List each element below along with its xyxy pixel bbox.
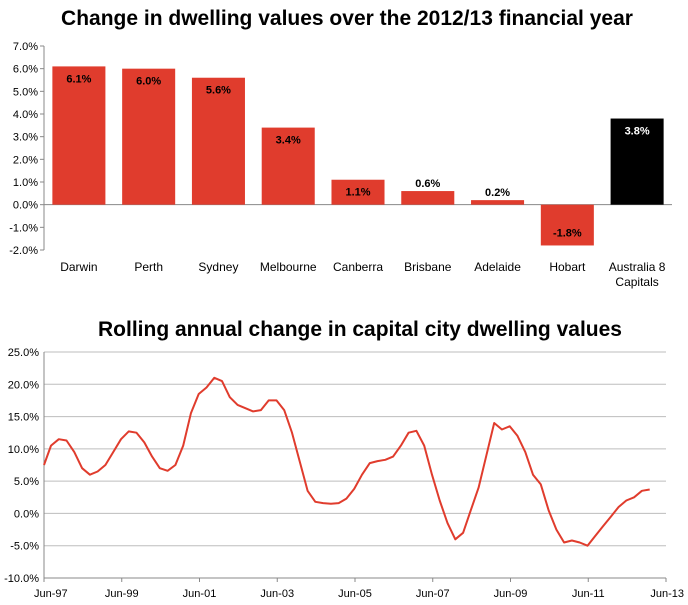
line-chart-title: Rolling annual change in capital city dw… xyxy=(98,318,622,341)
bar-data-label: 1.1% xyxy=(345,187,370,199)
bar-y-tick-label: 1.0% xyxy=(13,177,38,189)
bar-chart-title: Change in dwelling values over the 2012/… xyxy=(61,7,633,30)
line-y-tick-label: 20.0% xyxy=(8,379,39,391)
bar-australia-8-capitals xyxy=(610,118,664,205)
line-x-tick-label: Jun-07 xyxy=(416,588,450,600)
bar-chart-axes: 7.0% 6.0% 5.0% 4.0% 3.0% 2.0% 1.0% 0.0% -1.0% -2.… xyxy=(9,41,672,257)
bar-data-label: 6.0% xyxy=(136,76,161,88)
line-chart: Rolling annual change in capital city dw… xyxy=(4,318,684,600)
bar-data-label: 5.6% xyxy=(206,85,231,97)
bar-melbourne xyxy=(261,127,315,205)
bar-category-label: Hobart xyxy=(549,260,586,274)
line-chart-axes: 25.0% 20.0% 15.0% 10.0% 5.0% 0.0% -5.0% -10.0% J… xyxy=(4,347,684,600)
line-y-tick-label: 15.0% xyxy=(8,412,39,424)
bar-chart-bars: 6.1% Darwin 6.0% Perth 5.6% Sydney 3.4% Melbour… xyxy=(52,66,666,289)
line-y-tick-label: 0.0% xyxy=(14,508,39,520)
bar-data-label: 6.1% xyxy=(66,73,91,85)
bar-category-label: Melbourne xyxy=(260,260,317,274)
bar-chart: Change in dwelling values over the 2012/… xyxy=(9,7,672,289)
bar-adelaide xyxy=(471,200,525,205)
bar-y-tick-label: 6.0% xyxy=(13,64,38,76)
bar-y-tick-label: -2.0% xyxy=(9,245,38,257)
bar-canberra xyxy=(331,179,385,205)
bar-data-label: 0.2% xyxy=(485,187,510,199)
bar-y-tick-label: 7.0% xyxy=(13,41,38,53)
bar-y-tick-label: 0.0% xyxy=(13,200,38,212)
line-x-tick-label: Jun-11 xyxy=(572,588,605,600)
bar-category-label: Australia 8 xyxy=(609,260,666,274)
line-y-tick-label: -10.0% xyxy=(4,573,39,585)
bar-data-label: 0.6% xyxy=(415,178,440,190)
bar-sydney xyxy=(191,77,245,205)
line-y-tick-label: 25.0% xyxy=(8,347,39,359)
line-x-tick-label: Jun-01 xyxy=(183,588,217,600)
bar-data-label: -1.8% xyxy=(553,227,582,239)
line-chart-series xyxy=(43,376,650,547)
bar-perth xyxy=(122,68,176,205)
bar-hobart xyxy=(540,204,594,246)
line-x-tick-label: Jun-09 xyxy=(494,588,528,600)
bar-category-label: Perth xyxy=(134,260,163,274)
bar-category-label: Darwin xyxy=(60,260,97,274)
bar-category-label: Adelaide xyxy=(474,260,521,274)
bar-darwin xyxy=(52,66,106,205)
bar-category-label: Capitals xyxy=(615,275,658,289)
line-x-tick-label: Jun-03 xyxy=(260,588,294,600)
bar-data-label: 3.8% xyxy=(625,126,650,138)
line-x-tick-label: Jun-97 xyxy=(34,588,68,600)
bar-y-tick-label: 2.0% xyxy=(13,154,38,166)
bar-y-tick-label: -1.0% xyxy=(9,222,38,234)
bar-y-tick-label: 5.0% xyxy=(13,86,38,98)
bar-category-label: Brisbane xyxy=(404,260,452,274)
bar-brisbane xyxy=(401,191,455,205)
line-x-tick-label: Jun-13 xyxy=(650,588,684,600)
bar-data-label: 3.4% xyxy=(276,135,301,147)
line-x-tick-label: Jun-99 xyxy=(105,588,139,600)
line-y-tick-label: -5.0% xyxy=(10,541,39,553)
line-y-tick-label: 5.0% xyxy=(14,476,39,488)
line-series-rolling-annual-change xyxy=(43,376,650,547)
bar-category-label: Sydney xyxy=(198,260,238,274)
bar-y-tick-label: 3.0% xyxy=(13,132,38,144)
bar-category-label: Canberra xyxy=(333,260,383,274)
bar-y-tick-label: 4.0% xyxy=(13,109,38,121)
line-y-tick-label: 10.0% xyxy=(8,444,39,456)
line-x-tick-label: Jun-05 xyxy=(338,588,372,600)
